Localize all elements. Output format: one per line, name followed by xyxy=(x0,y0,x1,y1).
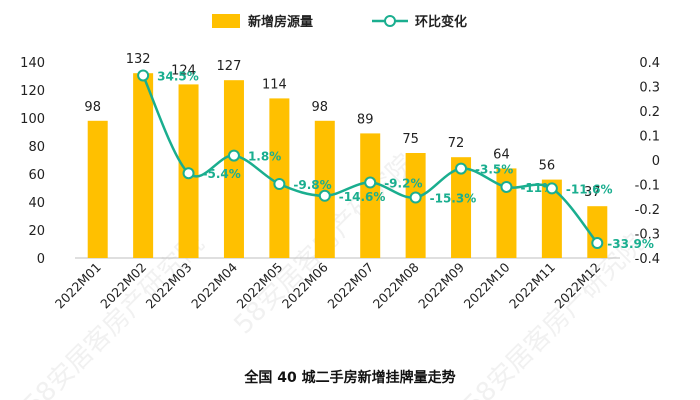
x-category-label: 2022M10 xyxy=(461,259,513,311)
bar-value-label: 98 xyxy=(84,100,101,115)
bar-value-label: 64 xyxy=(493,147,510,162)
bar xyxy=(451,157,472,258)
bar-value-label: 72 xyxy=(448,136,465,151)
y-right-tick: 0 xyxy=(652,154,660,169)
line-value-label: -9.8% xyxy=(293,178,331,192)
line-value-label: -11% xyxy=(520,181,554,195)
legend-line-label: 环比变化 xyxy=(415,14,467,30)
bar-value-label: 124 xyxy=(171,63,196,78)
line-point xyxy=(182,167,195,180)
bar-value-label: 37 xyxy=(584,185,601,200)
y-left-tick: 120 xyxy=(20,84,45,99)
line-series: 34.5% -5.4% 1.8% -9.8% -14.6%-9.2% -15.3% -3.5… xyxy=(137,69,654,251)
line-value-label: 34.5% xyxy=(157,69,199,83)
y-left-tick: 80 xyxy=(28,140,45,155)
legend: 新增房源量 环比变化 xyxy=(212,14,467,30)
bar xyxy=(360,133,381,258)
axes: 0 20 40 60 80 100 120 140 -0.4 -0.3 -0.2 -0.1 0 0.1 0.… xyxy=(20,56,660,267)
y-left-tick: 40 xyxy=(28,196,45,211)
bar-value-label: 56 xyxy=(539,159,556,174)
bar xyxy=(133,73,154,258)
line-value-label: -15.3% xyxy=(430,191,477,205)
y-left-tick: 20 xyxy=(28,224,45,239)
legend-bar-swatch xyxy=(212,14,240,28)
line-point xyxy=(137,69,150,82)
x-category-label: 2022M09 xyxy=(415,259,467,311)
line-point xyxy=(409,191,422,204)
line-value-label: -3.5% xyxy=(475,163,513,177)
y-left-tick: 0 xyxy=(37,252,45,267)
line-point xyxy=(545,182,558,195)
x-category-label: 2022M07 xyxy=(324,260,376,312)
y-left-tick: 100 xyxy=(20,112,45,127)
line-point xyxy=(591,237,604,250)
bar xyxy=(541,179,562,258)
y-left-tick: 140 xyxy=(20,56,45,71)
line-point xyxy=(364,176,377,189)
line-value-label: -11.6% xyxy=(566,182,613,196)
bar xyxy=(314,120,335,258)
line-point xyxy=(318,189,331,202)
bar-value-label: 98 xyxy=(312,100,329,115)
bar-value-label: 127 xyxy=(217,59,242,74)
x-category-label: 2022M11 xyxy=(506,260,558,312)
line-value-label: -9.2% xyxy=(384,177,422,191)
line-value-label: 1.8% xyxy=(248,150,281,164)
y-right-tick: 0.3 xyxy=(639,81,660,96)
line-value-label: -14.6% xyxy=(339,190,386,204)
x-category-label: 2022M01 xyxy=(52,260,104,312)
bar-value-label: 114 xyxy=(262,77,287,92)
line-point xyxy=(500,180,513,193)
legend-bar-label: 新增房源量 xyxy=(248,14,313,30)
line-point xyxy=(273,178,286,191)
bar-value-label: 132 xyxy=(126,52,151,67)
line-value-label: -33.9% xyxy=(607,237,654,251)
y-right-tick: -0.4 xyxy=(635,252,660,267)
x-category-label: 2022M08 xyxy=(370,259,422,311)
bar xyxy=(87,120,108,258)
y-left-tick: 60 xyxy=(28,168,45,183)
line-value-label: -5.4% xyxy=(203,167,241,181)
y-right-tick: -0.2 xyxy=(635,203,660,218)
y-right-tick: -0.1 xyxy=(635,179,660,194)
legend-line-marker xyxy=(384,15,396,27)
bar-value-label: 89 xyxy=(357,112,374,127)
line-point xyxy=(455,162,468,175)
chart-title: 全国 40 城二手房新增挂牌量走势 xyxy=(243,369,455,386)
bar xyxy=(496,168,517,258)
bar xyxy=(405,153,426,258)
line-point xyxy=(227,149,240,162)
bar-value-label: 75 xyxy=(402,132,419,147)
y-right-tick: 0.4 xyxy=(639,56,660,71)
y-right-tick: -0.3 xyxy=(635,228,660,243)
y-right-tick: 0.1 xyxy=(639,130,660,145)
bar xyxy=(223,80,244,258)
x-category-label: 2022M04 xyxy=(188,259,240,311)
y-right-tick: 0.2 xyxy=(639,105,660,120)
